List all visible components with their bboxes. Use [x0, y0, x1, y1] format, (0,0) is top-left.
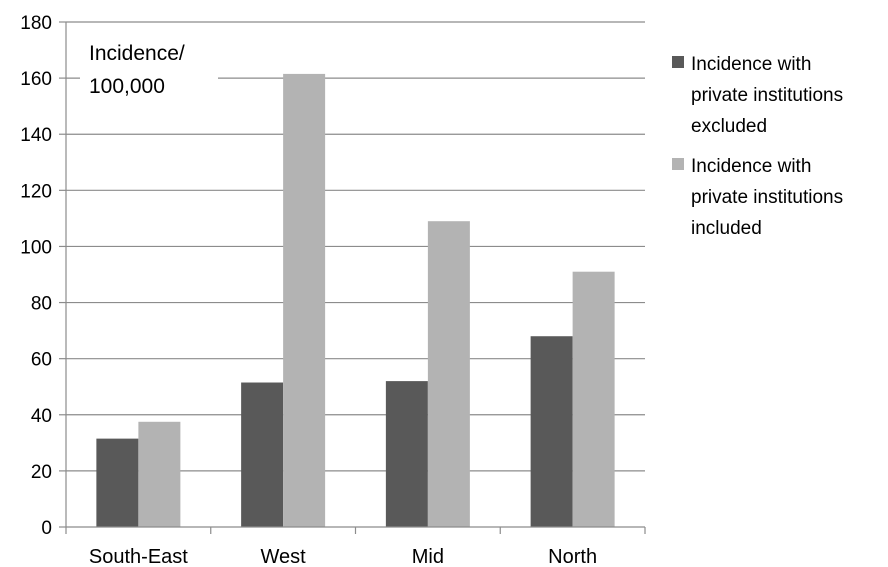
x-tick-label-mid: Mid: [412, 546, 444, 567]
legend-entry-included-line-1: Incidence with: [691, 156, 811, 177]
y-axis-label: Incidence/ 100,000: [89, 42, 191, 98]
y-tick-label-160: 160: [20, 69, 52, 90]
y-tick-label-80: 80: [31, 294, 52, 315]
legend-entry-included-line-3: included: [691, 218, 762, 239]
x-tick-label-south-east: South-East: [89, 546, 188, 567]
legend-entry-excluded-line-2: private institutions: [691, 85, 843, 106]
y-tick-label-140: 140: [20, 125, 52, 146]
bar-west-series-1: [241, 382, 284, 527]
y-axis-label-line-2: 100,000: [89, 75, 165, 98]
y-tick-label-0: 0: [41, 518, 52, 539]
axes: [65, 22, 646, 534]
bar-mid-series-1: [385, 381, 428, 527]
legend-swatch-excluded: [672, 56, 684, 68]
legend-entry-included: Incidence with private institutions incl…: [691, 156, 848, 239]
y-tick-label-60: 60: [31, 350, 52, 371]
legend: Incidence with private institutions excl…: [672, 54, 848, 239]
bar-south-east-series-2: [138, 421, 181, 527]
y-tick-label-40: 40: [31, 406, 52, 427]
legend-swatch-included: [672, 158, 684, 170]
y-axis-label-background: [80, 34, 218, 104]
y-axis-label-line-1: Incidence/: [89, 42, 185, 65]
legend-entry-included-line-2: private institutions: [691, 187, 843, 208]
x-tick-label-north: North: [548, 546, 597, 567]
y-tick-label-180: 180: [20, 13, 52, 34]
bar-west-series-2: [283, 73, 326, 528]
legend-entry-excluded-line-1: Incidence with: [691, 54, 811, 75]
y-tick-label-20: 20: [31, 462, 52, 483]
bar-north-series-1: [530, 336, 573, 527]
bar-mid-series-2: [427, 221, 470, 527]
y-tick-labels: 0 20 40 60 80 100 120 140 160 180: [20, 13, 52, 539]
legend-entry-excluded: Incidence with private institutions excl…: [691, 54, 848, 137]
legend-entry-excluded-line-3: excluded: [691, 116, 767, 137]
y-tick-label-120: 120: [20, 181, 52, 202]
x-tick-labels: South-East West Mid North: [89, 546, 597, 567]
x-tick-label-west: West: [261, 546, 307, 567]
bars: [96, 73, 615, 528]
bar-north-series-2: [572, 271, 615, 527]
bar-south-east-series-1: [96, 438, 139, 527]
y-tick-label-100: 100: [20, 237, 52, 258]
